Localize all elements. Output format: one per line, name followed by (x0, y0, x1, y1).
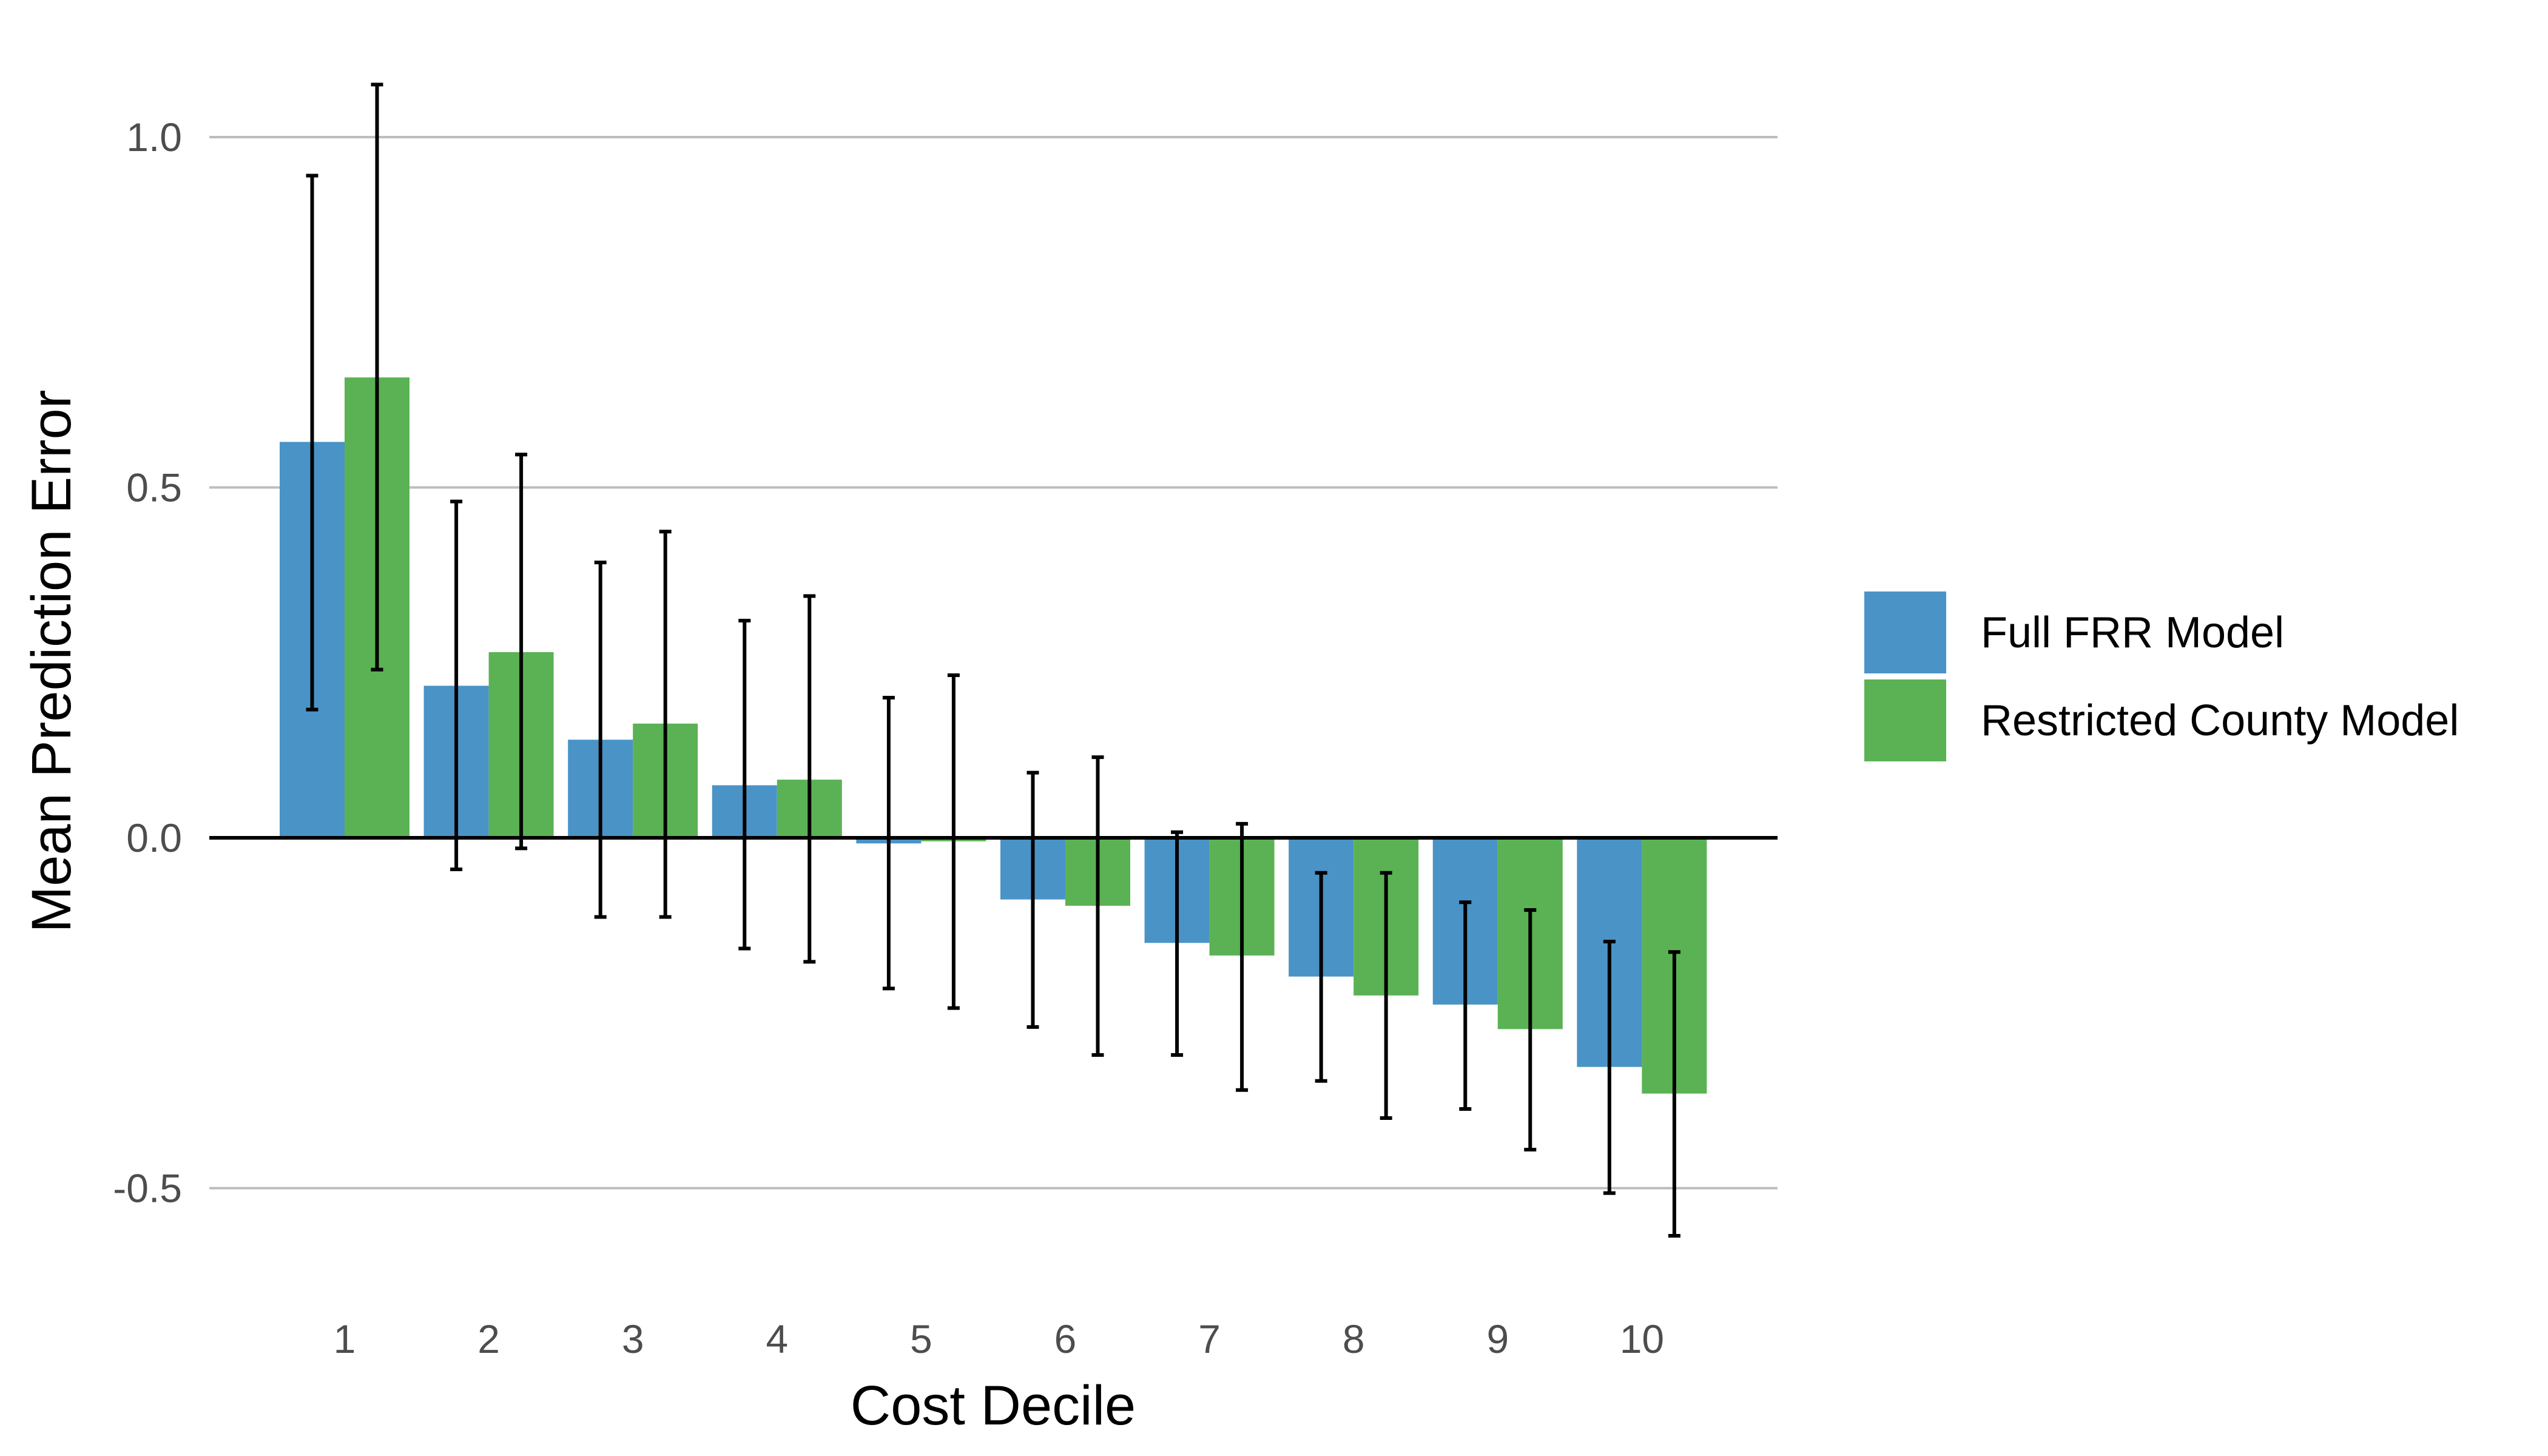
y-tick-label: 0.5 (126, 465, 182, 510)
legend: Full FRR Model Restricted County Model (1864, 592, 2459, 761)
bar-layer (280, 377, 1707, 1093)
x-tick-label: 10 (1620, 1316, 1664, 1361)
legend-swatch (1864, 679, 1946, 761)
legend-swatch (1864, 592, 1946, 673)
x-axis-title: Cost Decile (851, 1375, 1136, 1437)
error-bar (803, 596, 815, 962)
x-tick-label: 8 (1343, 1316, 1365, 1361)
x-tick-label: 2 (477, 1316, 500, 1361)
x-tick-label: 6 (1054, 1316, 1077, 1361)
x-axis-ticks: 1 2 3 4 5 6 7 8 9 10 (334, 1316, 1664, 1361)
legend-label: Full FRR Model (1981, 608, 2284, 657)
y-tick-label: -0.5 (113, 1166, 182, 1211)
x-tick-label: 7 (1198, 1316, 1221, 1361)
y-axis-ticks: 1.0 0.5 0.0 -0.5 (113, 115, 182, 1211)
y-axis-title: Mean Prediction Error (21, 390, 83, 933)
y-tick-label: 1.0 (126, 115, 182, 160)
legend-label: Restricted County Model (1981, 696, 2459, 745)
legend-item: Full FRR Model (1864, 592, 2284, 673)
error-bar (1027, 773, 1039, 1027)
x-tick-label: 3 (622, 1316, 644, 1361)
x-tick-label: 1 (334, 1316, 356, 1361)
x-tick-label: 5 (910, 1316, 932, 1361)
legend-item: Restricted County Model (1864, 679, 2459, 761)
error-bar (738, 621, 750, 949)
x-tick-label: 4 (766, 1316, 788, 1361)
error-bar (1092, 757, 1104, 1055)
error-bar (948, 675, 960, 1008)
gridlines (209, 137, 1778, 1188)
x-tick-label: 9 (1486, 1316, 1509, 1361)
y-tick-label: 0.0 (126, 815, 182, 860)
